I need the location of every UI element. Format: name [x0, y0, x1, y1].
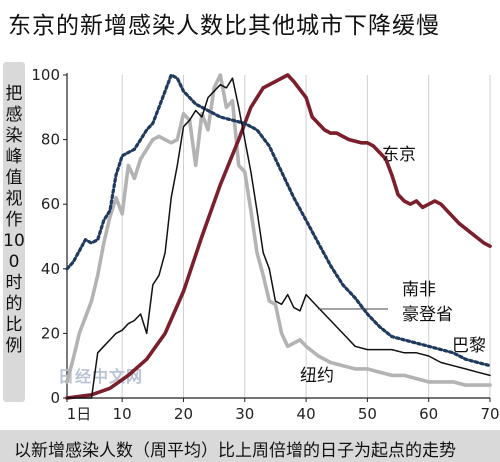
y-tick-label-80: 80 [41, 131, 60, 149]
x-axis-caption: 以新增感染人数（周平均）比上周倍增的日子为起点的走势 [14, 441, 456, 461]
series-line-南非豪登省 [65, 73, 492, 387]
x-tick-label-20: 20 [174, 405, 193, 423]
tick-labels: 0 20 40 60 80 100 1日 10 20 30 40 50 60 70 [31, 66, 499, 423]
series-line-纽约 [66, 77, 491, 399]
chart-title: 东京的新增感染人数比其他城市下降缓慢 [8, 13, 440, 39]
series-line-巴黎 [65, 73, 492, 368]
y-tick-label-0: 0 [50, 389, 60, 407]
gridlines [121, 75, 491, 398]
series-label-newyork: 纽约 [300, 366, 334, 386]
x-tick-label-1: 1日 [67, 405, 92, 423]
series-lines [65, 73, 492, 400]
x-tick-label-50: 50 [358, 405, 377, 423]
y-tick-label-60: 60 [41, 195, 60, 213]
footer-bar [0, 430, 500, 462]
series-label-gauteng-line1: 南非 [402, 280, 436, 300]
y-axis-label: 把感染峰值视作100时的比例 [3, 84, 25, 356]
series-line-东京 [65, 73, 492, 400]
y-axis-label-background [3, 62, 25, 402]
series-label-tokyo: 东京 [382, 145, 416, 165]
x-tick-label-30: 30 [235, 405, 254, 423]
y-tick-label-40: 40 [41, 260, 60, 278]
axes [63, 73, 491, 402]
y-tick-label-100: 100 [31, 66, 60, 84]
series-label-paris: 巴黎 [452, 336, 486, 356]
x-tick-label-10: 10 [113, 405, 132, 423]
y-tick-label-20: 20 [41, 324, 60, 342]
x-tick-label-40: 40 [297, 405, 316, 423]
series-label-gauteng-line2: 豪登省 [402, 304, 453, 325]
x-tick-label-60: 60 [419, 405, 438, 423]
x-tick-label-70: 70 [480, 405, 499, 423]
